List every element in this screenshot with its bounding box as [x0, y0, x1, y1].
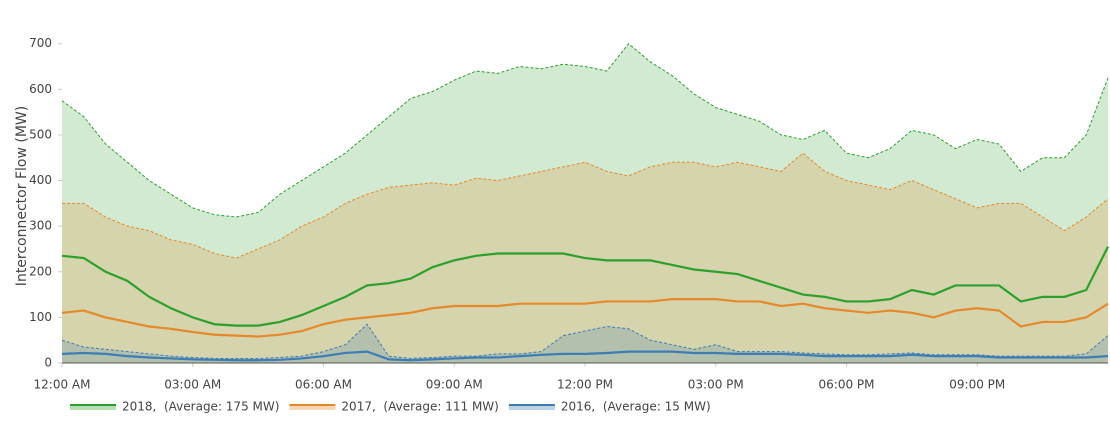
band-upper-line: [61, 323, 1109, 359]
x-tick-label: 06:00 PM: [819, 378, 875, 392]
y-tick-label: 500: [29, 127, 52, 141]
legend-item: 2018, (Average: 175 MW): [70, 400, 279, 414]
y-tick-label: 700: [29, 36, 52, 50]
x-tick-label: 09:00 AM: [426, 378, 483, 392]
y-tick-label: 400: [29, 173, 52, 187]
x-tick-label: 12:00 PM: [557, 378, 613, 392]
mean-line: [61, 298, 1109, 338]
legend-swatch: [70, 405, 116, 410]
x-tick-label: 03:00 AM: [164, 378, 221, 392]
legend-label: 2016, (Average: 15 MW): [561, 400, 711, 414]
y-tick-label: 600: [29, 82, 52, 96]
legend-label: 2018, (Average: 175 MW): [122, 400, 279, 414]
legend-label: 2017, (Average: 111 MW): [341, 400, 498, 414]
band-area: [62, 324, 1108, 363]
band-upper-line: [62, 152, 1109, 259]
mean-line: [61, 350, 1109, 362]
x-tick-label: 03:00 PM: [688, 378, 744, 392]
x-tick-label: 12:00 AM: [34, 378, 91, 392]
x-tick-label: 06:00 AM: [295, 378, 352, 392]
legend-swatch: [289, 405, 336, 410]
y-axis-title: Interconnector Flow (MW): [14, 106, 30, 286]
y-tick-label: 300: [29, 219, 52, 233]
mean-line: [61, 246, 1109, 327]
legend-swatch: [508, 405, 555, 410]
y-tick-label: 100: [29, 310, 52, 324]
y-tick-label: 200: [29, 264, 52, 278]
x-tick-label: 09:00 PM: [949, 378, 1005, 392]
band-upper-line: [61, 42, 1109, 218]
y-tick-label: 0: [44, 356, 52, 370]
legend-item: 2017, (Average: 111 MW): [289, 400, 499, 414]
legend-item: 2016, (Average: 15 MW): [508, 400, 711, 414]
band-area: [62, 43, 1108, 363]
